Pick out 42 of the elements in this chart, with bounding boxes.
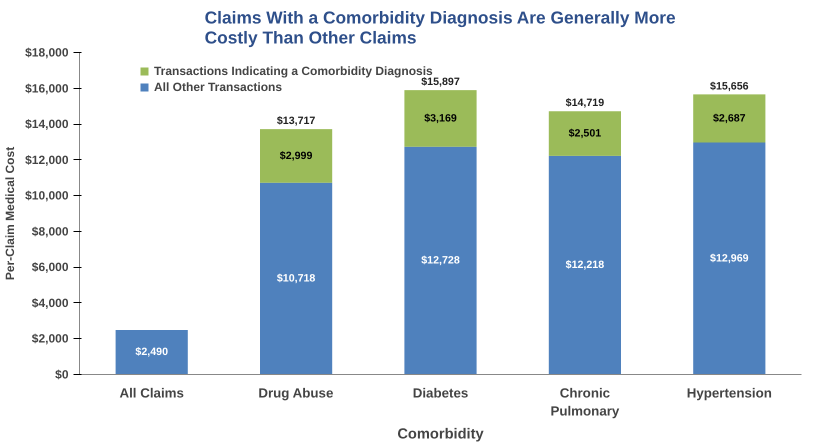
y-tick-label: $4,000 [32,296,69,310]
data-label: $2,490 [135,346,168,358]
bar [260,182,332,374]
y-tick-label: $2,000 [32,332,69,346]
y-tick-label: $14,000 [25,117,69,132]
data-label: $12,728 [421,254,460,267]
legend-label: Transactions Indicating a Comorbidity Diagnosis [154,64,433,78]
bar [116,330,188,374]
data-label: $12,218 [566,259,604,272]
bar [548,111,621,156]
total-label: $15,656 [710,80,749,92]
chart-title: Claims With a Comorbidity Diagnosis Are Generally More Costly Than Other Claims [204,8,676,48]
y-tick-label: $16,000 [25,81,69,96]
data-label: $2,501 [568,128,602,140]
data-label: $10,718 [276,272,316,285]
y-tick-label: $18,000 [25,46,69,60]
y-tick-label: $8,000 [32,224,69,238]
data-label: $2,687 [713,112,746,124]
x-tick-label: Drug Abuse [258,386,334,400]
x-tick-label: Chronic Pulmonary [550,386,620,418]
data-label: $12,969 [710,252,749,264]
x-tick-label: Diabetes [412,386,468,400]
data-label: $2,999 [280,150,312,162]
x-axis-title: Comorbidity [397,426,484,442]
y-tick-label: $10,000 [25,188,69,203]
data-label: $3,169 [424,112,457,124]
bar [404,146,477,374]
y-tick-label: $12,000 [25,152,69,167]
y-axis-title: Per-Claim Medical Cost [3,146,18,280]
bar [693,142,766,374]
y-tick-label: $6,000 [32,260,69,274]
x-tick-label: Hypertension [686,386,772,400]
x-tick-label: All Claims [119,386,184,400]
total-label: $14,719 [566,97,604,110]
y-tick-label: $0 [55,368,69,382]
bar [548,156,621,374]
total-label: $15,897 [421,76,460,88]
bar [260,129,332,183]
bar [404,90,477,147]
total-label: $13,717 [276,115,316,128]
bar [693,94,766,142]
legend-label: All Other Transactions [154,80,282,94]
